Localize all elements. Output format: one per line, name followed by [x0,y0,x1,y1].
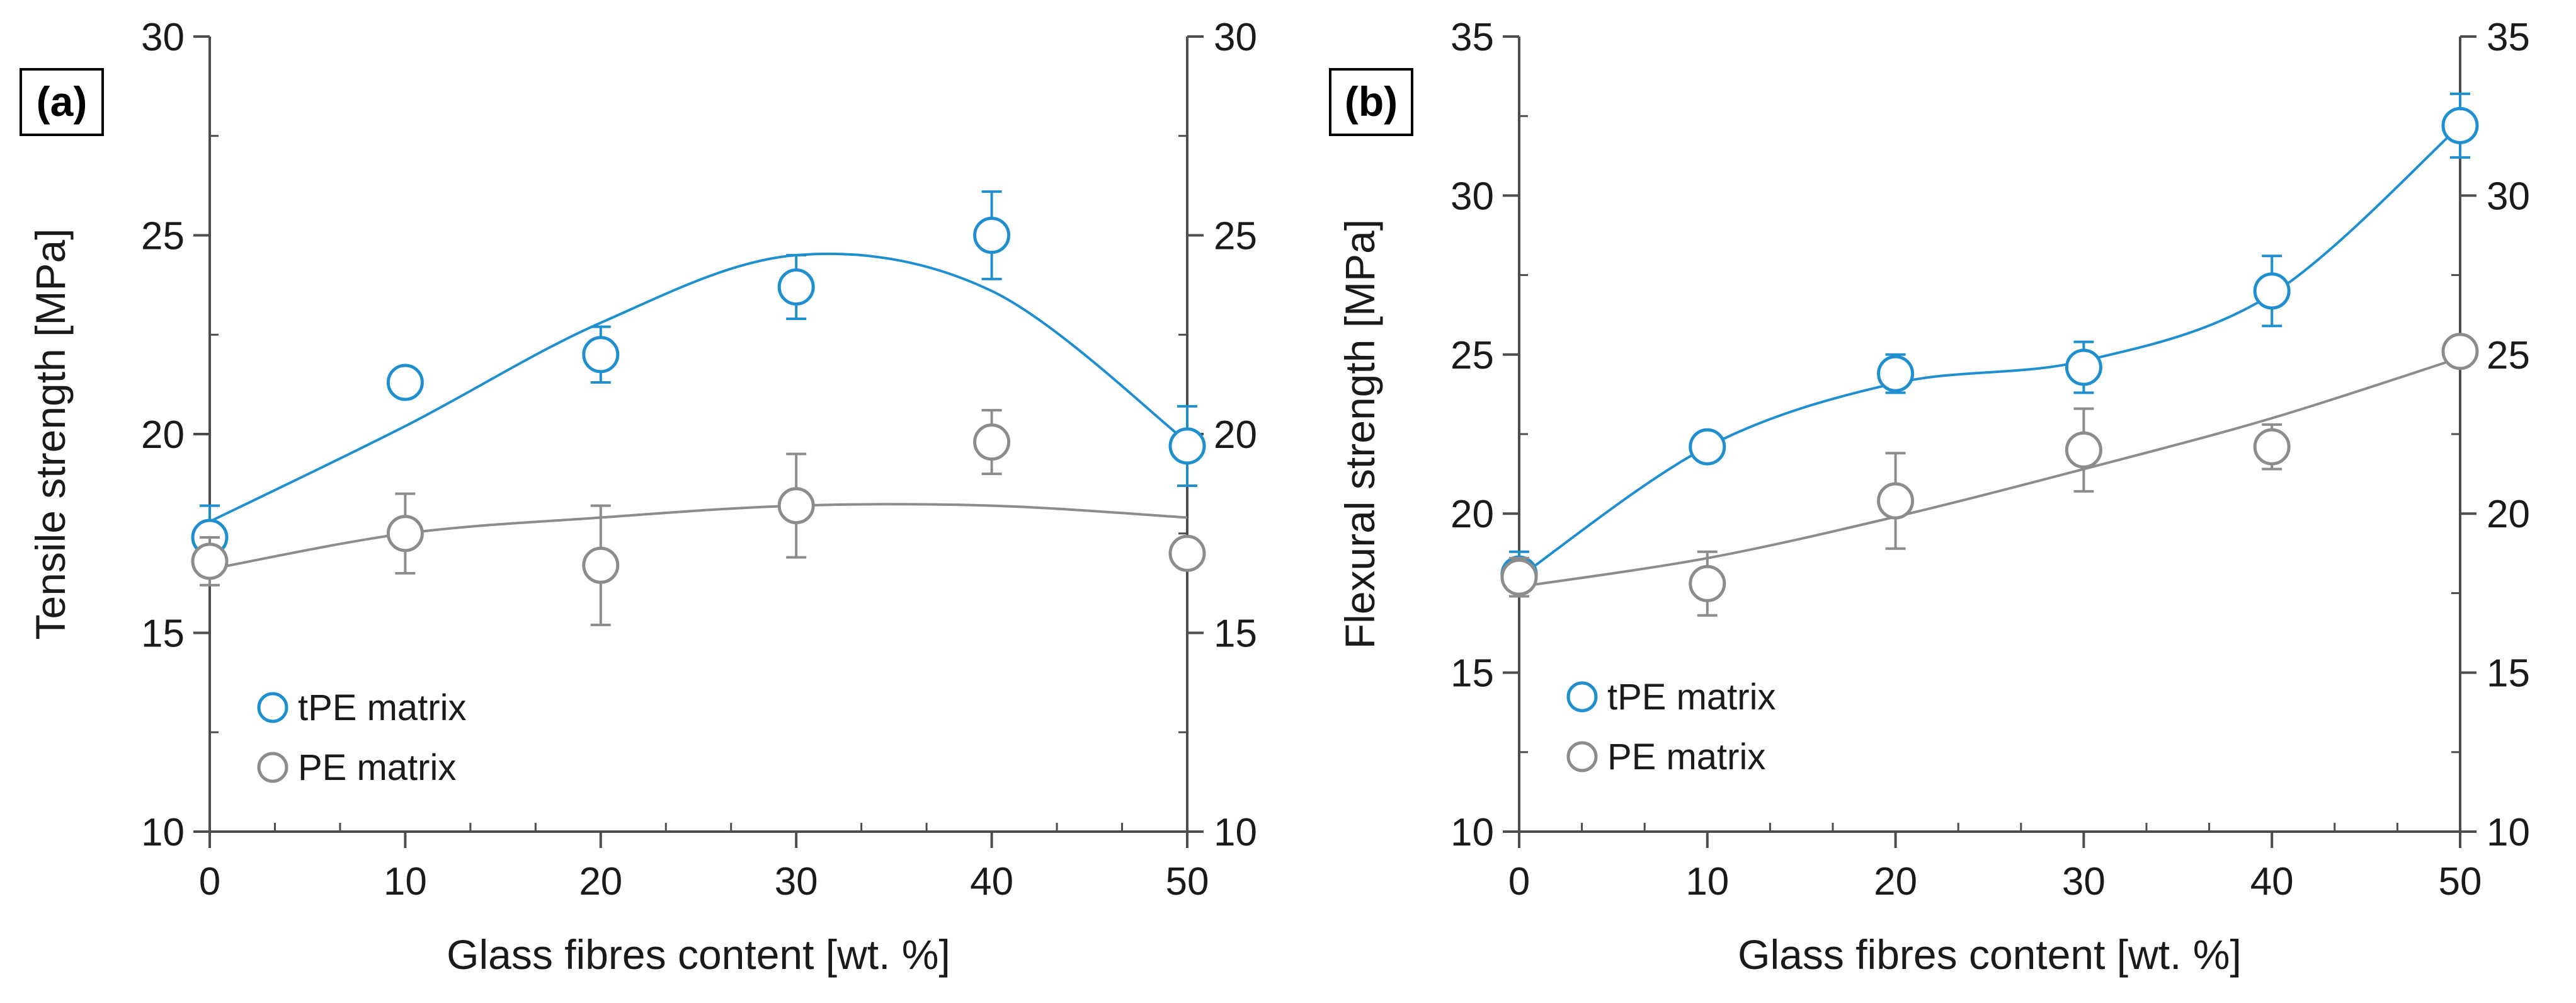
legend-label: PE matrix [1607,736,1765,777]
y-tick-label-left: 10 [1450,811,1494,854]
x-tick-label: 0 [199,860,220,903]
data-point [777,487,815,525]
data-point [2441,333,2479,370]
data-point [2253,428,2291,466]
y-axis-title: Flexural strength [MPa] [1336,219,1383,649]
data-point [777,268,815,306]
y-tick-label-right: 25 [2487,334,2530,377]
y-tick-label-left: 30 [1450,175,1494,218]
panel-label: (b) [1345,78,1398,125]
panel-b: 10 10 15 15 20 20 25 25 30 30 35 35 0 10 20 30 40 50 Glass… [1329,16,2530,978]
trend-line-1 [1519,356,2461,588]
trend-line-0 [1518,124,2461,578]
y-axis-title: Tensile strength [MPa] [27,229,74,640]
data-point [1168,427,1206,465]
x-tick-label: 50 [2439,860,2482,903]
data-point [2065,348,2102,386]
x-tick-label: 40 [2250,860,2294,903]
legend-marker [1566,681,1598,713]
x-axis-title: Glass fibres content [wt. %] [1738,931,2242,978]
y-tick-label-right: 10 [2487,811,2530,854]
data-point [2065,431,2102,469]
x-tick-label: 20 [579,860,622,903]
y-tick-label-left: 25 [141,215,185,258]
y-tick-label-left: 15 [1450,652,1494,696]
data-point [973,217,1011,254]
y-tick-label-left: 25 [1450,334,1494,377]
legend-marker [257,692,288,723]
y-tick-label-right: 30 [2487,175,2530,218]
data-point [386,364,424,401]
trend-line-0 [209,252,1188,523]
legend-label: PE matrix [298,747,456,788]
data-point [973,423,1011,461]
data-point [386,515,424,553]
y-tick-label-right: 35 [2487,16,2530,59]
y-tick-label-right: 20 [2487,493,2530,536]
data-point [191,542,229,580]
y-tick-label-right: 25 [1214,215,1257,258]
data-point [1877,355,1915,393]
y-tick-label-right: 15 [1214,612,1257,656]
x-tick-label: 30 [775,860,818,903]
data-point [1689,428,1726,466]
y-tick-label-left: 30 [141,16,185,59]
legend-marker [1566,741,1598,772]
y-tick-label-left: 15 [141,612,185,656]
y-tick-label-left: 20 [141,413,185,457]
x-tick-label: 30 [2062,860,2106,903]
legend-label: tPE matrix [1607,677,1776,718]
trend-line-1 [209,503,1188,571]
legend-label: tPE matrix [298,687,467,728]
y-tick-label-left: 35 [1450,16,1494,59]
x-tick-label: 10 [1685,860,1729,903]
legend-marker [257,752,288,783]
x-tick-label: 40 [970,860,1013,903]
data-point [582,546,620,584]
data-point [1689,565,1726,602]
x-tick-label: 50 [1166,860,1209,903]
x-tick-label: 20 [1874,860,1917,903]
data-point [1877,482,1915,520]
panel-label-box [1329,68,1413,136]
panel-label: (a) [37,78,88,125]
x-axis-title: Glass fibres content [wt. %] [447,931,950,978]
y-tick-label-right: 20 [1214,413,1257,457]
data-point [1500,558,1538,596]
x-tick-label: 10 [384,860,427,903]
y-tick-label-right: 30 [1214,16,1257,59]
y-tick-label-left: 20 [1450,493,1494,536]
panel-label-box [20,68,104,136]
panel-a: 10 10 15 15 20 20 25 25 30 30 0 10 20 30 40 50 Glass fib… [20,16,1257,978]
data-point [1168,534,1206,572]
x-tick-label: 0 [1508,860,1530,903]
y-tick-label-right: 10 [1214,811,1257,854]
data-point [2253,272,2291,310]
data-point [582,336,620,374]
y-tick-label-right: 15 [2487,652,2530,696]
y-tick-label-left: 10 [141,811,185,854]
data-point [2441,106,2479,144]
